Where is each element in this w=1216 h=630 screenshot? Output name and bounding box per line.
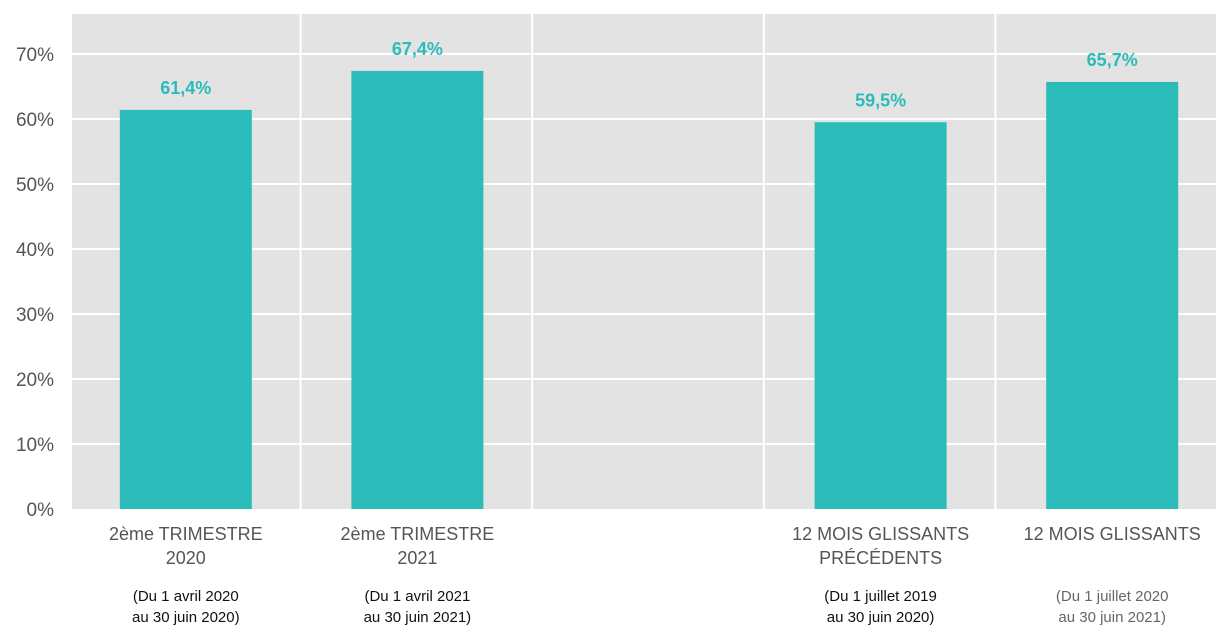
bar <box>814 122 947 509</box>
x-tick-label: 12 MOIS GLISSANTS <box>792 524 969 544</box>
period-label: (Du 1 avril 2020 <box>133 588 239 605</box>
period-label: au 30 juin 2020) <box>132 609 240 626</box>
period-label: au 30 juin 2020) <box>827 609 935 626</box>
data-label: 61,4% <box>160 78 211 98</box>
x-tick-label: PRÉCÉDENTS <box>819 548 942 568</box>
x-tick-label: 2020 <box>166 548 206 568</box>
period-label: (Du 1 avril 2021 <box>364 588 470 605</box>
bar <box>119 109 252 510</box>
period-label: (Du 1 juillet 2019 <box>824 588 937 605</box>
y-tick-label: 10% <box>16 435 54 456</box>
y-tick-label: 0% <box>27 500 55 521</box>
x-tick-label: 12 MOIS GLISSANTS <box>1024 524 1201 544</box>
y-tick-label: 60% <box>16 110 54 131</box>
y-tick-label: 70% <box>16 45 54 66</box>
x-tick-label: 2021 <box>397 548 437 568</box>
y-tick-label: 50% <box>16 175 54 196</box>
bar <box>351 70 484 510</box>
data-label: 67,4% <box>392 39 443 59</box>
plot-area <box>72 14 1216 509</box>
bar <box>1046 81 1179 509</box>
data-label: 59,5% <box>855 90 906 110</box>
period-label: au 30 juin 2021) <box>364 609 472 626</box>
y-tick-label: 30% <box>16 305 54 326</box>
period-label: au 30 juin 2021) <box>1058 609 1166 626</box>
x-tick-label: 2ème TRIMESTRE <box>341 524 495 544</box>
y-tick-label: 20% <box>16 370 54 391</box>
x-tick-label: 2ème TRIMESTRE <box>109 524 263 544</box>
y-tick-label: 40% <box>16 240 54 261</box>
data-label: 65,7% <box>1087 50 1138 70</box>
period-label: (Du 1 juillet 2020 <box>1056 588 1169 605</box>
